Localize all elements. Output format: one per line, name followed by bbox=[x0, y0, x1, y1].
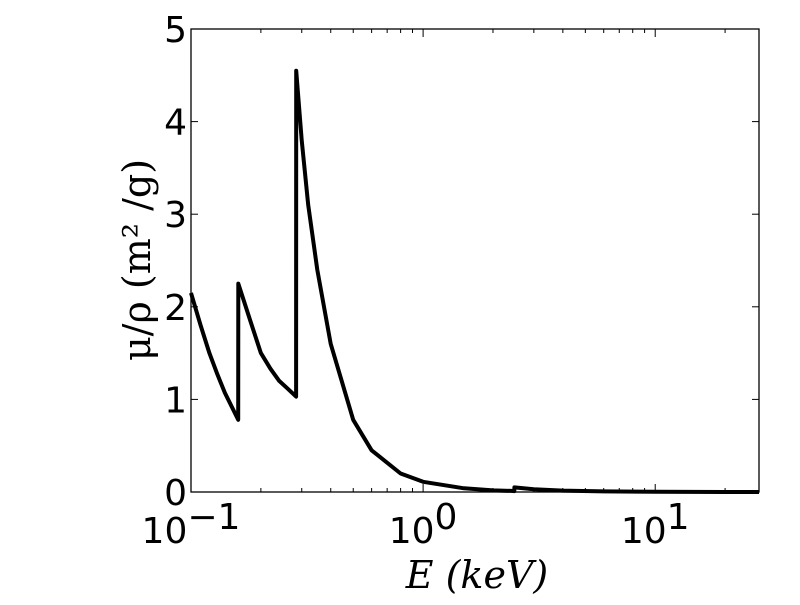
y-tick-label: 3 bbox=[164, 195, 187, 236]
y-tick-label: 2 bbox=[164, 288, 187, 329]
y-tick-label: 4 bbox=[164, 103, 187, 144]
plot-layer bbox=[189, 68, 759, 494]
x-tick-label: 101 bbox=[621, 497, 690, 552]
y-tick-label: 0 bbox=[164, 473, 187, 514]
labels-layer: E (keV) μ/ρ (m² /g) bbox=[115, 159, 548, 597]
y-tick-label: 1 bbox=[164, 380, 187, 421]
x-tick-label: 10−1 bbox=[142, 497, 241, 552]
ticks-layer: 0 1 2 3 4 5 10−1 100 101 bbox=[142, 10, 759, 552]
y-axis-label: μ/ρ (m² /g) bbox=[115, 159, 159, 361]
data-series-line-0 bbox=[189, 68, 759, 494]
x-axis-label: E (keV) bbox=[405, 553, 548, 597]
x-tick-label: 100 bbox=[389, 497, 458, 552]
plot-frame bbox=[190, 28, 760, 493]
y-tick-label: 5 bbox=[164, 10, 187, 51]
